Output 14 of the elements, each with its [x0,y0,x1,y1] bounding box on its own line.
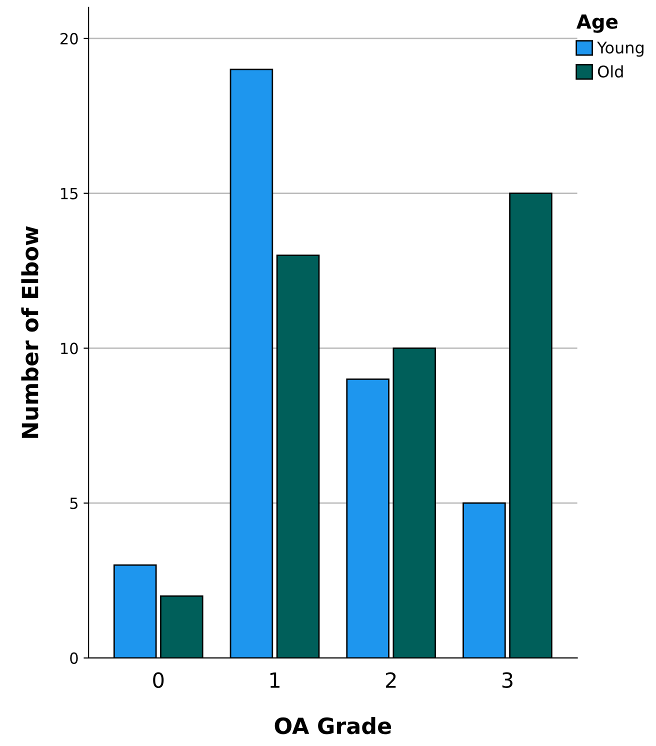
x-tick-label: 3 [502,672,512,688]
legend-label: Old [598,65,623,78]
y-axis-title: Number of Elbow [21,226,38,438]
y-tick-label: 20 [60,32,78,44]
y-tick-label: 15 [61,188,78,200]
y-tick-label: 10 [61,342,78,354]
y-tick-label: 5 [70,498,78,510]
x-axis-title: OA Grade [274,717,392,734]
legend-label: Young [597,42,644,57]
legend-title: Age [576,14,618,33]
x-tick-label: 1 [270,672,280,688]
x-tick-label: 0 [153,672,164,688]
x-tick-label: 2 [386,672,396,688]
y-tick-label: 0 [70,652,78,664]
